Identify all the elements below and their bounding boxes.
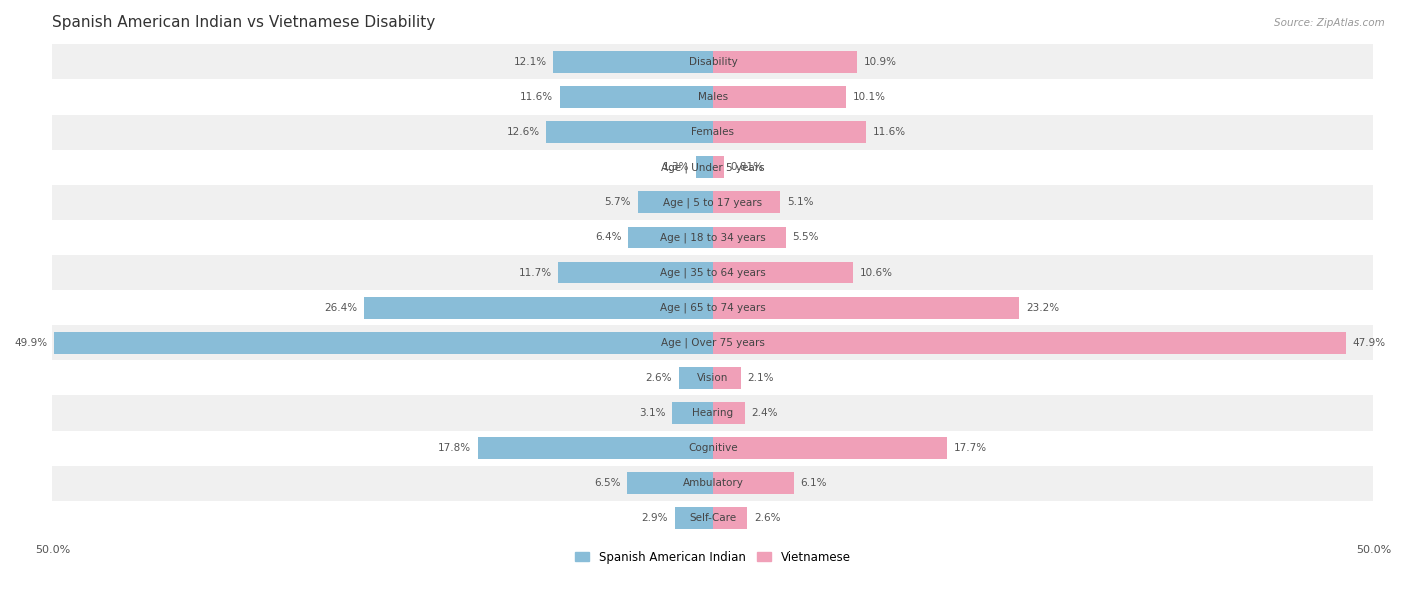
Text: Age | Under 5 years: Age | Under 5 years bbox=[661, 162, 765, 173]
Bar bbox=[364, 297, 713, 318]
Text: Males: Males bbox=[697, 92, 728, 102]
Text: 0.81%: 0.81% bbox=[730, 162, 763, 172]
Bar bbox=[696, 157, 713, 178]
Bar bbox=[675, 507, 713, 529]
Bar bbox=[52, 430, 1374, 466]
Bar bbox=[52, 114, 1374, 150]
Bar bbox=[628, 226, 713, 248]
Text: 47.9%: 47.9% bbox=[1353, 338, 1385, 348]
Bar bbox=[547, 121, 713, 143]
Bar bbox=[713, 192, 780, 213]
Bar bbox=[52, 466, 1374, 501]
Text: Vision: Vision bbox=[697, 373, 728, 383]
Text: 3.1%: 3.1% bbox=[638, 408, 665, 418]
Bar bbox=[52, 255, 1374, 290]
Bar bbox=[52, 395, 1374, 430]
Text: 10.9%: 10.9% bbox=[863, 57, 897, 67]
Text: Age | 65 to 74 years: Age | 65 to 74 years bbox=[659, 302, 766, 313]
Bar bbox=[713, 297, 1019, 318]
Text: 26.4%: 26.4% bbox=[325, 303, 357, 313]
Text: Age | 18 to 34 years: Age | 18 to 34 years bbox=[659, 232, 766, 243]
Text: 11.7%: 11.7% bbox=[519, 267, 551, 278]
Bar bbox=[627, 472, 713, 494]
Bar bbox=[713, 262, 853, 283]
Text: 6.4%: 6.4% bbox=[595, 233, 621, 242]
Bar bbox=[52, 325, 1374, 360]
Legend: Spanish American Indian, Vietnamese: Spanish American Indian, Vietnamese bbox=[571, 546, 856, 569]
Text: 2.4%: 2.4% bbox=[751, 408, 778, 418]
Text: 5.7%: 5.7% bbox=[605, 197, 631, 207]
Bar bbox=[713, 437, 946, 459]
Bar bbox=[52, 290, 1374, 325]
Bar bbox=[713, 86, 846, 108]
Text: 1.3%: 1.3% bbox=[662, 162, 689, 172]
Bar bbox=[553, 51, 713, 73]
Text: 12.1%: 12.1% bbox=[513, 57, 547, 67]
Text: 2.1%: 2.1% bbox=[747, 373, 773, 383]
Text: Cognitive: Cognitive bbox=[688, 443, 738, 453]
Text: 11.6%: 11.6% bbox=[520, 92, 553, 102]
Text: Self-Care: Self-Care bbox=[689, 513, 737, 523]
Bar bbox=[672, 402, 713, 424]
Bar bbox=[713, 51, 856, 73]
Text: Spanish American Indian vs Vietnamese Disability: Spanish American Indian vs Vietnamese Di… bbox=[52, 15, 436, 30]
Text: 5.1%: 5.1% bbox=[787, 197, 814, 207]
Bar bbox=[52, 185, 1374, 220]
Text: 17.8%: 17.8% bbox=[439, 443, 471, 453]
Text: Age | Over 75 years: Age | Over 75 years bbox=[661, 337, 765, 348]
Text: Source: ZipAtlas.com: Source: ZipAtlas.com bbox=[1274, 18, 1385, 28]
Text: Age | 35 to 64 years: Age | 35 to 64 years bbox=[659, 267, 766, 278]
Bar bbox=[52, 45, 1374, 80]
Text: Ambulatory: Ambulatory bbox=[682, 478, 744, 488]
Text: 23.2%: 23.2% bbox=[1026, 303, 1059, 313]
Text: 2.9%: 2.9% bbox=[641, 513, 668, 523]
Text: 6.1%: 6.1% bbox=[800, 478, 827, 488]
Text: 49.9%: 49.9% bbox=[14, 338, 48, 348]
Bar bbox=[53, 332, 713, 354]
Bar bbox=[478, 437, 713, 459]
Bar bbox=[52, 360, 1374, 395]
Bar bbox=[713, 157, 724, 178]
Text: Hearing: Hearing bbox=[692, 408, 734, 418]
Bar bbox=[713, 367, 741, 389]
Bar bbox=[713, 332, 1346, 354]
Bar bbox=[713, 402, 745, 424]
Bar bbox=[558, 262, 713, 283]
Bar bbox=[713, 507, 747, 529]
Text: Age | 5 to 17 years: Age | 5 to 17 years bbox=[664, 197, 762, 207]
Bar bbox=[560, 86, 713, 108]
Text: 2.6%: 2.6% bbox=[645, 373, 672, 383]
Bar bbox=[52, 501, 1374, 536]
Text: 5.5%: 5.5% bbox=[792, 233, 818, 242]
Bar bbox=[713, 121, 866, 143]
Text: 6.5%: 6.5% bbox=[593, 478, 620, 488]
Text: 11.6%: 11.6% bbox=[873, 127, 905, 137]
Bar bbox=[52, 80, 1374, 114]
Bar bbox=[713, 472, 793, 494]
Bar bbox=[713, 226, 786, 248]
Bar bbox=[679, 367, 713, 389]
Text: 2.6%: 2.6% bbox=[754, 513, 780, 523]
Text: Females: Females bbox=[692, 127, 734, 137]
Text: 10.6%: 10.6% bbox=[859, 267, 893, 278]
Text: Disability: Disability bbox=[689, 57, 737, 67]
Bar bbox=[638, 192, 713, 213]
Text: 12.6%: 12.6% bbox=[506, 127, 540, 137]
Text: 10.1%: 10.1% bbox=[853, 92, 886, 102]
Text: 17.7%: 17.7% bbox=[953, 443, 987, 453]
Bar bbox=[52, 150, 1374, 185]
Bar bbox=[52, 220, 1374, 255]
